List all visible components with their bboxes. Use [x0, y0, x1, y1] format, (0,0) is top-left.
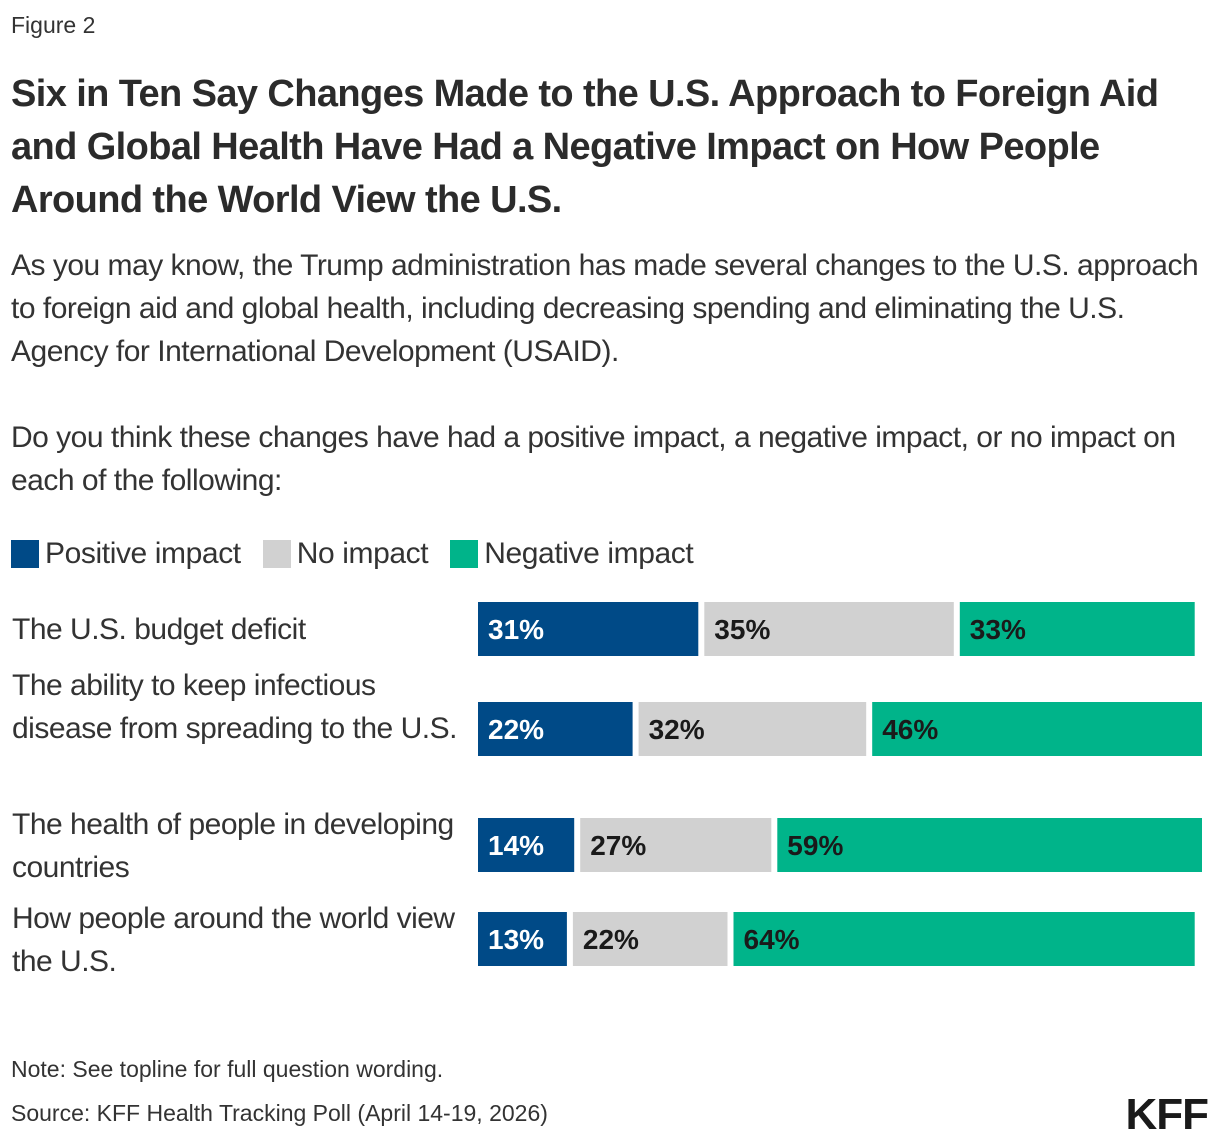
bar-developing-countries-none — [580, 818, 772, 872]
legend-item-positive: Positive impact — [11, 537, 241, 571]
legend-swatch-negative — [450, 540, 479, 568]
row-label-budget-deficit: The U.S. budget deficit — [12, 613, 306, 646]
bar-developing-countries-negative — [777, 818, 1202, 872]
data-label-budget-deficit-positive: 31% — [488, 614, 544, 645]
bar-world-view-negative — [733, 912, 1195, 966]
legend-item-negative: Negative impact — [450, 537, 694, 571]
stacked-bar-chart: 31% 35% 33% 22% 32% 46% 14% 27% 59% 13% 22% 64% — [478, 602, 1202, 966]
data-label-infectious-disease-negative: 46% — [882, 714, 938, 745]
bar-budget-deficit-positive — [478, 602, 699, 656]
data-label-developing-countries-positive: 14% — [488, 830, 544, 861]
legend: Positive impact No impact Negative impac… — [11, 532, 715, 576]
bar-infectious-disease-positive — [478, 702, 633, 756]
data-label-infectious-disease-positive: 22% — [488, 714, 544, 745]
chart-subtitle: As you may know, the Trump administratio… — [11, 244, 1211, 502]
bar-infectious-disease-negative — [872, 702, 1202, 756]
data-label-world-view-negative: 64% — [744, 924, 800, 955]
kff-logo: KFF — [1125, 1090, 1209, 1139]
bar-budget-deficit-negative — [959, 602, 1195, 656]
data-label-infectious-disease-none: 32% — [649, 714, 705, 745]
data-label-developing-countries-negative: 59% — [787, 830, 843, 861]
legend-item-none: No impact — [262, 537, 429, 571]
data-label-developing-countries-none: 27% — [590, 830, 646, 861]
row-label-infectious-disease: The ability to keep infectious disease f… — [12, 669, 457, 745]
chart-note: Note: See topline for full question word… — [11, 1056, 444, 1082]
legend-swatch-positive — [11, 540, 39, 568]
figure-label: Figure 2 — [11, 12, 96, 38]
chart-source: Source: KFF Health Tracking Poll (April … — [11, 1100, 548, 1126]
bar-developing-countries-positive — [478, 818, 575, 872]
legend-label-negative: Negative impact — [484, 537, 694, 570]
legend-label-positive: Positive impact — [45, 537, 241, 570]
data-label-world-view-positive: 13% — [488, 924, 544, 955]
data-label-budget-deficit-negative: 33% — [970, 614, 1026, 645]
row-label-developing-countries: The health of people in developing count… — [12, 808, 454, 884]
data-label-world-view-none: 22% — [583, 924, 639, 955]
legend-label-none: No impact — [296, 537, 429, 570]
data-label-budget-deficit-none: 35% — [714, 614, 770, 645]
chart-title: Six in Ten Say Changes Made to the U.S. … — [11, 73, 1159, 221]
legend-swatch-none — [262, 540, 291, 568]
bar-world-view-none — [572, 912, 728, 966]
bar-world-view-positive — [478, 912, 567, 966]
row-label-world-view: How people around the world view the U.S… — [12, 902, 455, 978]
bar-infectious-disease-none — [638, 702, 867, 756]
subtitle-question: Do you think these changes have had a po… — [11, 421, 1176, 497]
bar-budget-deficit-none — [704, 602, 954, 656]
subtitle-context: As you may know, the Trump administratio… — [11, 249, 1199, 368]
